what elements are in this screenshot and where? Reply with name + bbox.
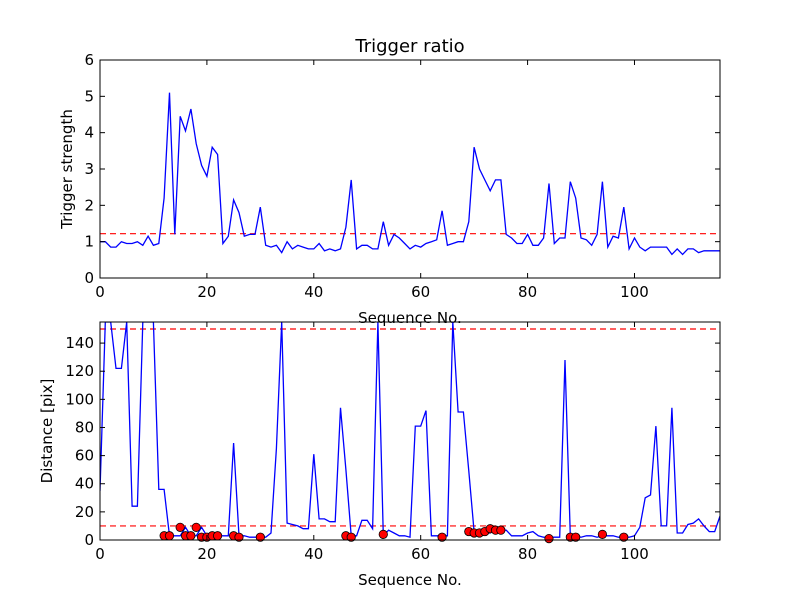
y-tick-label: 2 <box>84 196 94 214</box>
data-point <box>346 532 356 542</box>
x-tick-label: 40 <box>304 283 323 301</box>
y-tick-label: 3 <box>84 160 94 178</box>
y-tick-label: 5 <box>84 87 94 105</box>
y-tick-label: 80 <box>75 418 94 436</box>
y-tick-label: 0 <box>84 531 94 549</box>
x-tick-label: 0 <box>95 283 105 301</box>
x-tick-label: 20 <box>197 283 216 301</box>
axes-frame <box>99 321 721 541</box>
data-point <box>437 532 447 542</box>
chart-title: Trigger ratio <box>354 36 464 57</box>
y-tick-label: 40 <box>75 475 94 493</box>
plot-area: 0 20 40 60 80 100 0 20 40 60 80 100 120 140 <box>65 321 721 563</box>
data-point <box>597 529 608 539</box>
y-tick-label: 0 <box>84 269 94 287</box>
data-point <box>164 531 175 541</box>
series-line <box>100 92 720 256</box>
y-tick-label: 4 <box>84 124 94 142</box>
y-axis-label: Trigger strength <box>58 109 76 230</box>
distance-chart: Distance [pix] Sequence No. 0 20 40 60 80 100… <box>38 321 721 589</box>
x-tick-label: 60 <box>411 283 430 301</box>
x-axis-label: Sequence No. <box>358 571 462 589</box>
data-point <box>255 532 265 542</box>
data-point <box>378 529 388 539</box>
data-point <box>544 533 554 544</box>
data-point <box>571 532 581 542</box>
data-point <box>175 522 185 532</box>
y-axis-label: Distance [pix] <box>38 379 56 484</box>
data-point <box>234 532 244 542</box>
x-tick-label: 20 <box>197 545 216 563</box>
y-tick-label: 100 <box>65 390 94 408</box>
y-tick-label: 20 <box>75 503 94 521</box>
y-tick-label: 60 <box>75 447 94 465</box>
data-point <box>496 525 506 535</box>
data-point <box>619 532 629 542</box>
x-tick-label: 100 <box>620 283 649 301</box>
x-tick-label: 60 <box>411 545 430 563</box>
data-point <box>191 522 201 532</box>
y-tick-label: 140 <box>65 334 94 352</box>
x-tick-label: 80 <box>518 283 537 301</box>
data-point <box>212 531 223 541</box>
series-line <box>100 322 720 539</box>
plot-area: 0 20 40 60 80 100 0 1 2 3 4 5 6 <box>84 51 721 301</box>
x-tick-label: 100 <box>620 545 649 563</box>
y-tick-label: 6 <box>84 51 94 69</box>
y-tick-label: 1 <box>84 233 94 251</box>
x-tick-label: 40 <box>304 545 323 563</box>
x-tick-label: 80 <box>518 545 537 563</box>
data-point <box>186 531 196 541</box>
y-tick-label: 120 <box>65 362 94 380</box>
x-axis-label: Sequence No. <box>358 309 462 327</box>
x-tick-label: 0 <box>95 545 105 563</box>
